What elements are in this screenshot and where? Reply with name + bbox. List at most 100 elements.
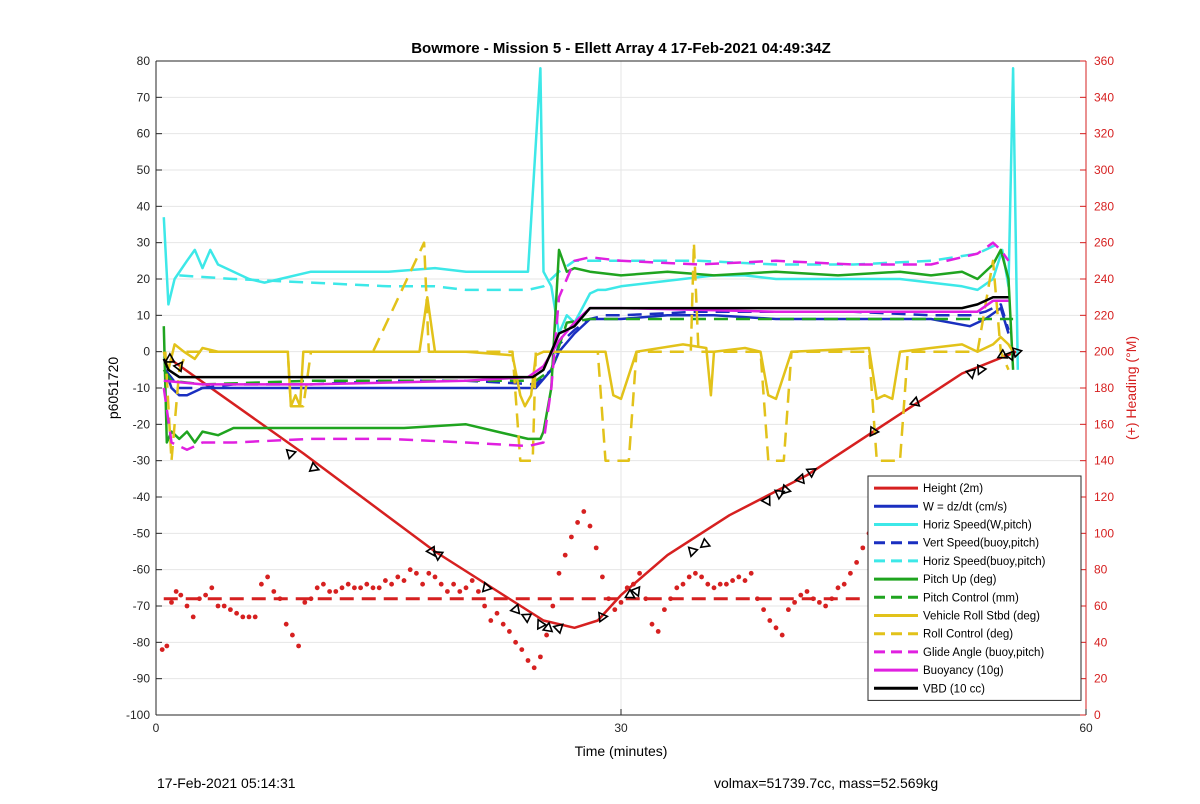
heading-point [401,578,407,583]
heading-point [451,581,456,587]
heading-point [308,596,314,602]
y-tick-label: -30 [133,454,151,468]
y-tick-label: -100 [126,708,150,722]
track-marker [536,618,548,631]
heading-point [296,643,301,649]
y2-tick-label: 220 [1094,308,1114,322]
heading-point [457,589,463,594]
y2-tick-label: 360 [1094,54,1114,68]
heading-point [169,599,174,605]
heading-point [221,603,227,609]
heading-point [234,610,240,616]
heading-point [469,578,475,583]
heading-point [655,629,661,634]
y2-tick-label: 100 [1094,526,1114,540]
heading-point [215,603,221,609]
track-marker [509,603,521,615]
heading-point [668,596,673,602]
y2-tick-label: 0 [1094,708,1101,722]
heading-point [848,570,853,576]
track-marker [976,363,988,376]
heading-point [730,578,735,583]
x-tick-label: 60 [1079,721,1093,735]
y-tick-label: -80 [133,635,151,649]
heading-point [426,570,432,576]
heading-point [686,574,692,580]
y2-tick-label: 80 [1094,563,1108,577]
y2-tick-label: 280 [1094,199,1114,213]
legend-box [867,475,1082,701]
heading-point [190,614,196,620]
y2-tick-label: 320 [1094,127,1114,141]
heading-point [494,610,500,616]
y2-tick-label: 340 [1094,90,1114,104]
y-tick-label: -60 [133,563,151,577]
track-marker [552,623,564,635]
heading-point [674,585,680,591]
axes-layer: -100-90-80-70-60-50-40-30-20-10010203040… [126,54,1114,735]
y-tick-label: 80 [137,54,151,68]
y-tick-label: 10 [137,308,151,322]
heading-point [556,570,562,576]
heading-point [835,585,841,591]
heading-point [345,581,351,587]
heading-point [414,570,419,576]
heading-point [755,596,760,602]
y-tick-label: 20 [137,272,151,286]
track-marker [172,360,184,373]
track-marker [629,585,641,598]
heading-point [699,574,704,580]
heading-point [550,603,556,609]
heading-point [246,614,252,620]
footer-stats: volmax=51739.7cc, mass=52.569kg [714,775,938,791]
footer-timestamp: 17-Feb-2021 05:14:31 [157,775,296,791]
y-tick-label: 30 [137,236,151,250]
heading-point [420,581,425,587]
y-tick-label: 40 [137,199,151,213]
x-axis-label: Time (minutes) [575,743,668,759]
y-axis-label: p6051720 [105,357,121,420]
heading-point [203,592,209,598]
heading-point [773,625,779,631]
heading-point [507,629,512,634]
heading-point [407,567,413,573]
legend-label-pitch-control-mm: Pitch Control (mm) [923,592,1019,604]
track-marker [760,494,771,507]
y-tick-label: -50 [133,526,151,540]
y2-axis-label: (+) Heading (°M) [1123,336,1139,440]
heading-point [823,603,828,609]
heading-point [327,589,332,594]
y2-tick-label: 240 [1094,272,1114,286]
heading-point [1009,0,1014,2]
legend-label-vert-speed-buoy-pitch: Vert Speed(buoy,pitch) [923,538,1039,550]
heading-point [184,603,190,609]
heading-point [618,599,624,605]
heading-point [438,581,444,587]
track-marker [541,621,554,633]
heading-point [339,585,345,591]
heading-point [173,589,179,594]
heading-point [798,592,804,598]
legend-label-glide-angle-buoy-pitch: Glide Angle (buoy,pitch) [923,647,1044,659]
heading-point [662,607,667,613]
heading-point [736,574,742,580]
track-marker [805,467,818,479]
heading-point [333,589,339,594]
heading-point [612,607,618,613]
heading-point [1003,0,1008,2]
heading-point [197,596,202,602]
heading-point [538,654,543,660]
heading-point [817,599,822,605]
heading-point [854,560,859,565]
track-marker [793,472,806,485]
heading-point [228,607,233,613]
y2-tick-label: 180 [1094,381,1114,395]
y2-tick-label: 60 [1094,599,1108,613]
y2-tick-label: 140 [1094,454,1114,468]
heading-point [476,589,481,594]
legend-label-horiz-speed-w-pitch: Horiz Speed(W,pitch) [923,520,1032,532]
track-marker [699,537,712,549]
heading-point [792,599,797,605]
y-tick-label: -40 [133,490,151,504]
heading-point [593,545,599,551]
